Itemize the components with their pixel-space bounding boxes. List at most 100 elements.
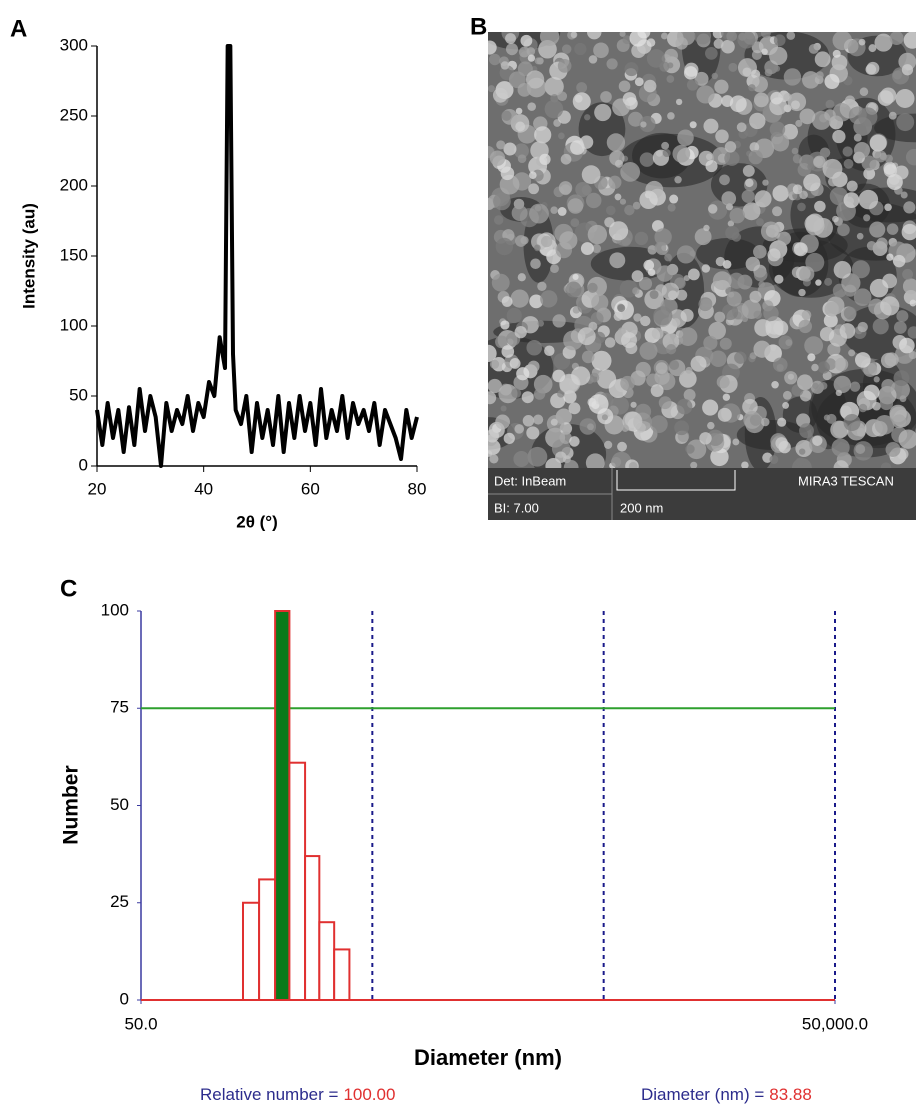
sem-particle <box>722 303 739 321</box>
sem-particle <box>579 135 594 149</box>
sem-particle <box>729 95 747 113</box>
sem-particle <box>879 396 894 411</box>
sem-particle <box>488 344 497 363</box>
sem-particle <box>812 435 823 446</box>
sem-particle <box>754 190 772 208</box>
sem-particle <box>563 390 577 404</box>
sem-particle <box>653 306 673 326</box>
sem-particle <box>880 462 892 468</box>
sem-particle <box>628 111 643 127</box>
sem-particle <box>832 32 852 51</box>
sem-particle <box>533 388 546 400</box>
sem-particle <box>539 32 560 47</box>
sem-particle <box>661 32 668 40</box>
sem-particle <box>874 150 887 163</box>
sem-particle <box>621 332 637 349</box>
sem-particle <box>526 426 540 440</box>
sem-particle <box>646 38 656 47</box>
sem-particle <box>656 265 674 282</box>
sem-particle <box>716 375 730 389</box>
sem-particle <box>814 51 831 68</box>
sem-particle <box>770 344 777 351</box>
sem-particle <box>620 162 641 182</box>
sem-particle <box>544 76 564 97</box>
sem-particle <box>590 312 604 325</box>
sem-particle <box>778 335 793 350</box>
sem-particle <box>874 414 895 435</box>
sem-particle <box>827 176 838 187</box>
sem-particle <box>618 80 631 93</box>
sem-particle <box>662 149 671 158</box>
sem-particle <box>517 273 526 282</box>
sem-particle <box>640 315 651 327</box>
sem-particle <box>559 431 572 444</box>
sem-particle <box>884 154 893 163</box>
sem-particle <box>649 415 668 434</box>
sem-particle <box>907 326 916 339</box>
sem-particle <box>661 141 670 150</box>
sem-particle <box>646 373 660 388</box>
sem-particle <box>841 273 861 293</box>
sem-particle <box>721 191 737 206</box>
sem-particle <box>815 71 824 80</box>
sem-particle <box>614 159 623 168</box>
sem-particle <box>631 270 644 282</box>
sem-particle <box>717 407 732 422</box>
sem-particle <box>707 421 715 430</box>
sem-particle <box>710 350 727 368</box>
sem-particle <box>688 268 700 281</box>
sem-particle <box>844 95 856 106</box>
sem-particle <box>807 353 816 362</box>
sem-particle <box>608 175 622 189</box>
sem-particle <box>732 438 740 446</box>
sem-particle <box>643 79 657 93</box>
sem-particle <box>669 194 679 204</box>
sem-particle <box>634 77 644 87</box>
sem-particle <box>708 321 726 340</box>
sem-instrument: MIRA3 TESCAN <box>798 473 894 488</box>
sem-particle <box>843 192 860 209</box>
sem-particle <box>499 174 520 195</box>
sem-particle <box>861 155 877 171</box>
sem-particle <box>558 181 573 195</box>
sem-particle <box>690 461 698 468</box>
sem-particle <box>772 185 789 202</box>
sem-particle <box>522 415 535 427</box>
sem-particle <box>680 308 694 322</box>
sem-particle <box>721 39 735 54</box>
sem-particle <box>769 121 786 138</box>
sem-particle <box>874 33 893 52</box>
sem-particle <box>513 143 529 159</box>
x-tick-label: 80 <box>408 479 427 498</box>
sem-particle <box>863 167 876 180</box>
y-tick-label: 25 <box>110 892 129 911</box>
panel-label: B <box>470 13 487 40</box>
sem-particle <box>741 461 749 468</box>
bar <box>241 901 261 1001</box>
sem-particle <box>728 62 738 72</box>
sem-particle <box>676 398 693 415</box>
sem-particle <box>526 339 543 356</box>
sem-particle <box>515 121 526 132</box>
sem-particle <box>767 248 781 262</box>
sem-particle <box>751 69 761 79</box>
sem-particle <box>581 165 601 185</box>
sem-particle <box>749 414 762 426</box>
sem-particle <box>872 401 881 411</box>
sem-particle <box>540 290 558 308</box>
sem-particle <box>495 414 510 430</box>
sem-particle <box>869 134 887 152</box>
sem-particle <box>830 420 849 439</box>
sem-particle <box>534 244 541 252</box>
sem-particle <box>777 417 787 427</box>
sem-particle <box>496 140 506 150</box>
sem-particle <box>614 193 622 201</box>
sem-particle <box>719 337 732 350</box>
sem-particle <box>639 190 658 210</box>
sem-image <box>488 32 916 468</box>
sem-particle <box>831 438 850 457</box>
sem-particle <box>624 62 639 77</box>
sem-particle <box>782 123 799 140</box>
sem-particle <box>749 290 762 303</box>
